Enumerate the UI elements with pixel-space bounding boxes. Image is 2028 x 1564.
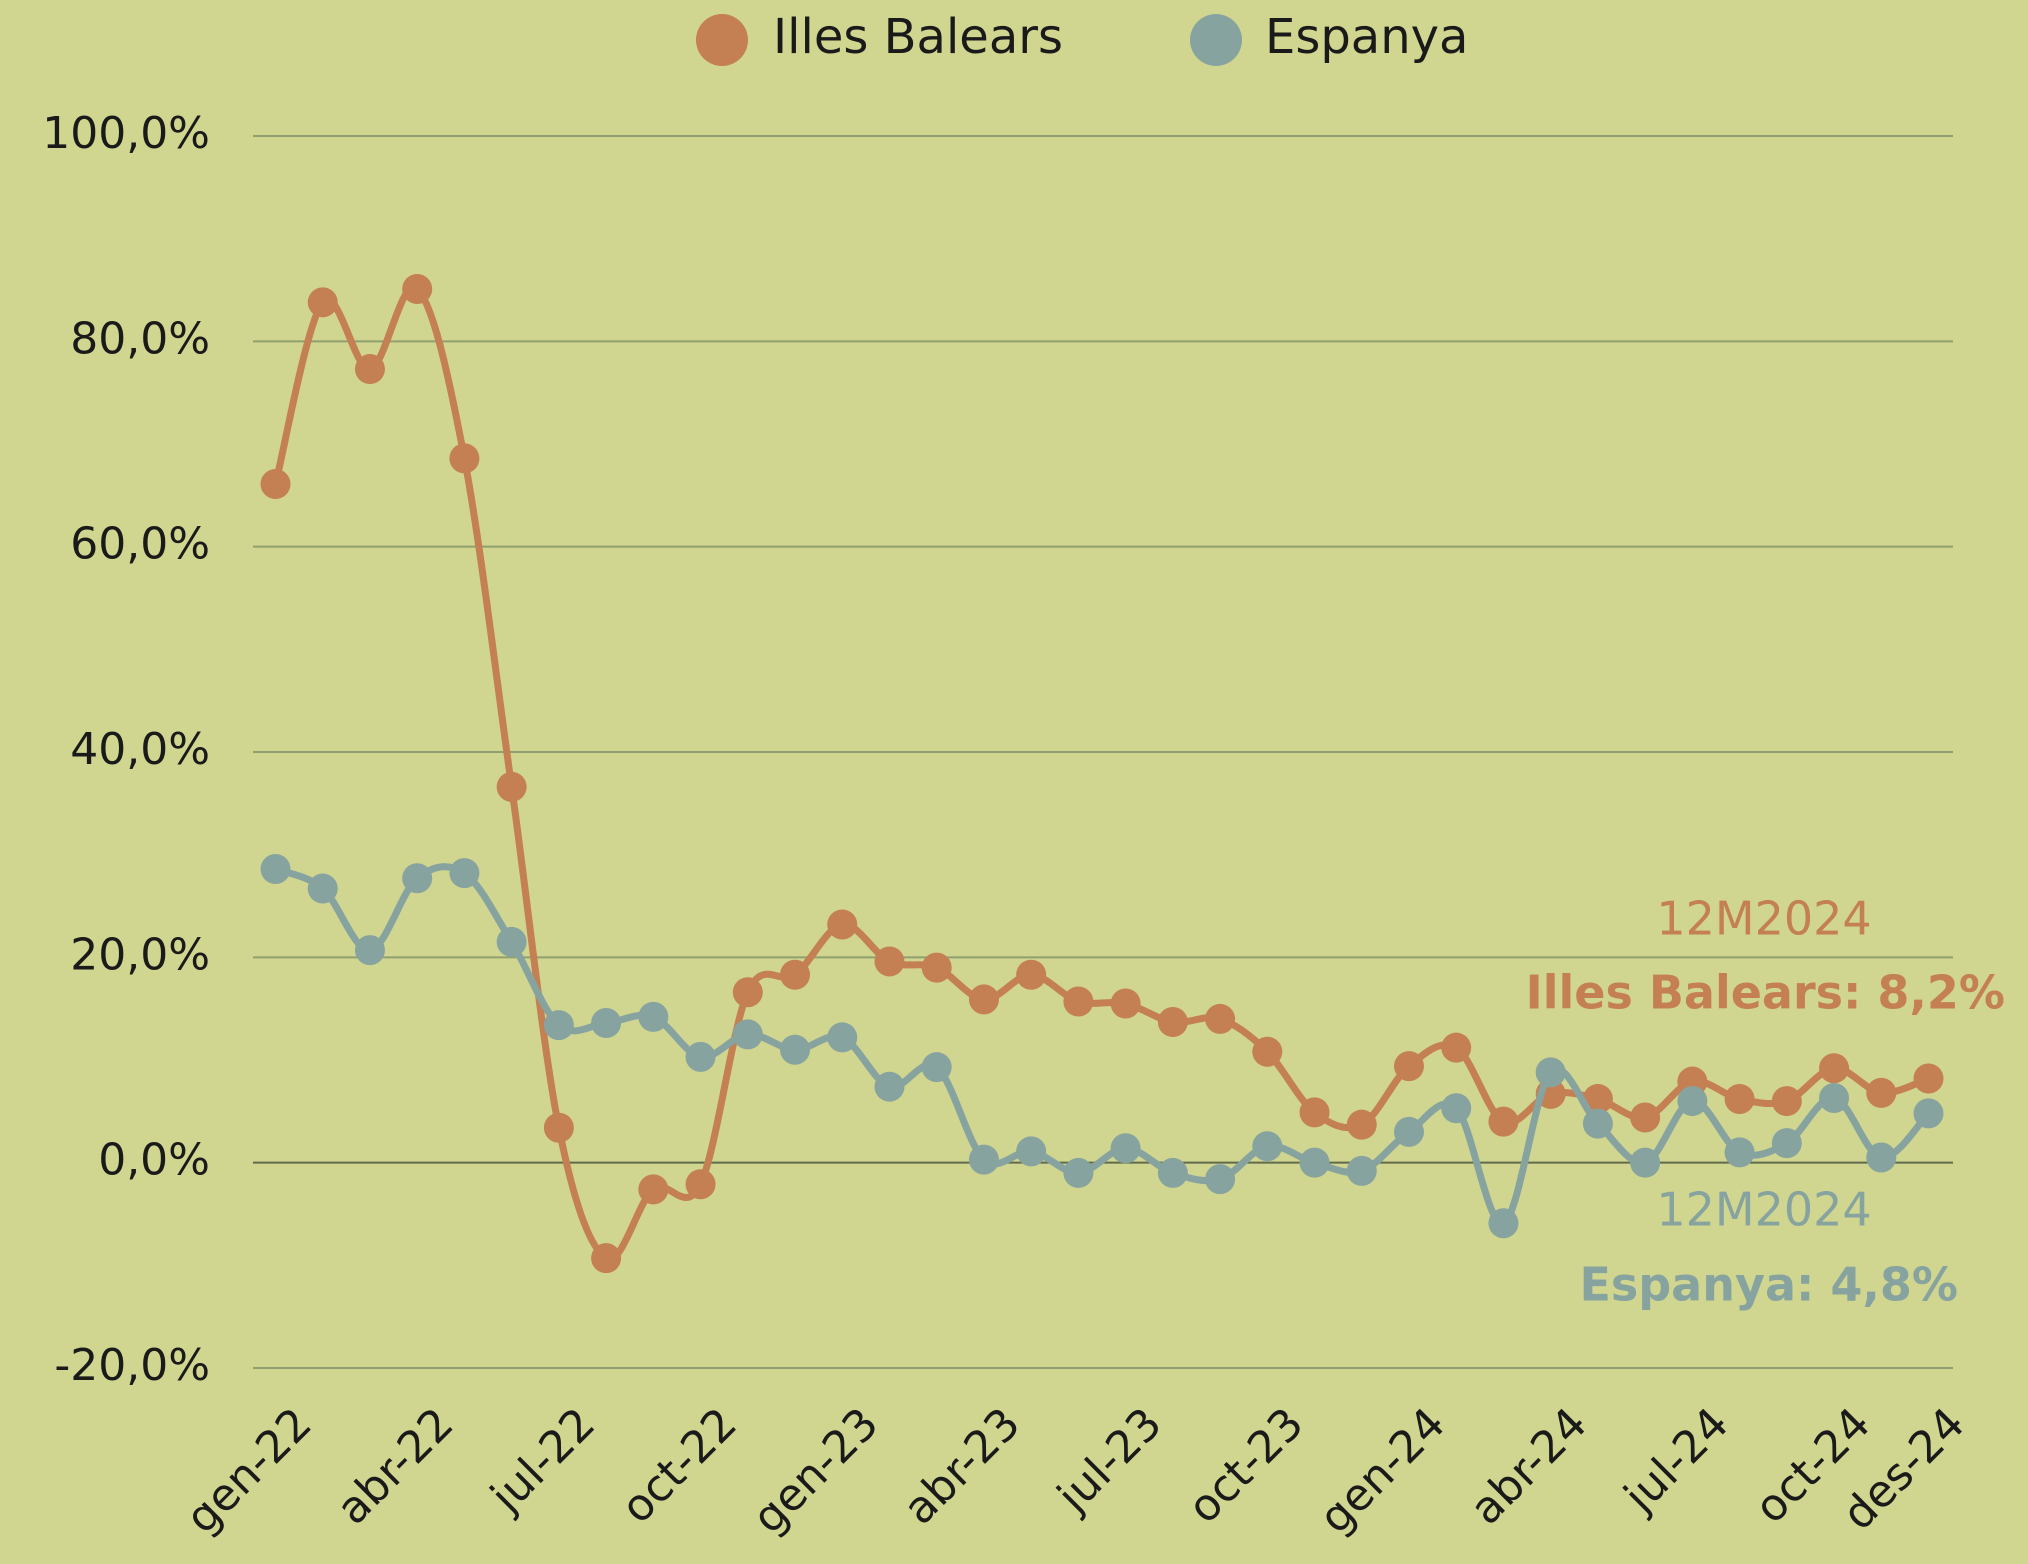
data-point (1582, 1084, 1613, 1115)
x-tick-label: oct-22 (612, 1398, 747, 1533)
data-point (1157, 1157, 1188, 1188)
data-point (591, 1243, 622, 1274)
x-tick-label: oct-23 (1178, 1398, 1313, 1533)
data-point (449, 443, 480, 474)
data-point (496, 771, 527, 802)
data-point (1063, 986, 1094, 1017)
data-point (1771, 1086, 1802, 1117)
x-tick-label: jul-22 (481, 1398, 606, 1523)
data-point (1819, 1053, 1850, 1084)
data-point (1205, 1164, 1236, 1195)
data-point (307, 287, 338, 318)
legend-marker (1190, 14, 1242, 66)
y-tick-label: 0,0% (98, 1135, 210, 1186)
data-point (1016, 959, 1047, 990)
data-point (1157, 1007, 1188, 1038)
data-point (1441, 1093, 1472, 1124)
data-point (1630, 1147, 1661, 1178)
y-tick-label: 100,0% (42, 108, 210, 159)
data-point (1819, 1082, 1850, 1113)
data-point (1110, 988, 1141, 1019)
data-point (1630, 1102, 1661, 1133)
data-point (1582, 1108, 1613, 1139)
data-point (402, 273, 433, 304)
annotation: Illes Balears: 8,2% (1526, 966, 2005, 1020)
x-tick-label: gen-24 (1310, 1398, 1455, 1543)
data-point (1677, 1086, 1708, 1117)
data-point (638, 1174, 669, 1205)
data-point (1063, 1157, 1094, 1188)
data-point (1299, 1097, 1330, 1128)
data-point (1346, 1155, 1377, 1186)
data-point (1866, 1077, 1897, 1108)
data-point (1110, 1133, 1141, 1164)
y-tick-label: 60,0% (70, 519, 210, 570)
x-tick-label: abr-23 (894, 1398, 1031, 1535)
data-point (1252, 1131, 1283, 1162)
data-point (1488, 1106, 1519, 1137)
annotation: 12M2024 (1656, 892, 1871, 946)
data-point (780, 1034, 811, 1065)
data-point (685, 1169, 716, 1200)
data-point (921, 1052, 952, 1083)
data-point (968, 984, 999, 1015)
data-point (685, 1041, 716, 1072)
data-point (591, 1008, 622, 1039)
data-point (1724, 1084, 1755, 1115)
data-point (827, 1022, 858, 1053)
x-tick-label: abr-24 (1460, 1398, 1597, 1535)
data-point (1771, 1128, 1802, 1159)
annotation: 12M2024 (1656, 1183, 1871, 1237)
data-point (1299, 1147, 1330, 1178)
x-tick-label: abr-22 (327, 1398, 464, 1535)
data-point (827, 909, 858, 940)
data-point (402, 863, 433, 894)
data-point (1913, 1098, 1944, 1129)
data-point (496, 926, 527, 957)
data-point (968, 1144, 999, 1175)
x-tick-label: gen-23 (743, 1398, 888, 1543)
data-point (543, 1112, 574, 1143)
annotation: Espanya: 4,8% (1579, 1258, 1958, 1312)
data-point (354, 935, 385, 966)
data-point (732, 1019, 763, 1050)
x-tick-label: jul-24 (1614, 1398, 1739, 1523)
data-point (1913, 1063, 1944, 1094)
data-point (874, 1071, 905, 1102)
data-point (1488, 1208, 1519, 1239)
y-tick-label: -20,0% (54, 1340, 210, 1391)
y-tick-label: 40,0% (70, 724, 210, 775)
data-point (1016, 1136, 1047, 1167)
legend-label: Illes Balears (773, 9, 1063, 65)
data-point (638, 1001, 669, 1032)
data-point (780, 959, 811, 990)
data-point (307, 873, 338, 904)
y-tick-label: 20,0% (70, 929, 210, 980)
data-point (921, 952, 952, 983)
legend-label: Espanya (1265, 9, 1468, 65)
x-tick-label: jul-23 (1047, 1398, 1172, 1523)
data-point (1393, 1051, 1424, 1082)
data-point (260, 469, 291, 500)
data-point (732, 977, 763, 1008)
data-point (260, 854, 291, 885)
data-point (1346, 1109, 1377, 1140)
data-point (1252, 1036, 1283, 1067)
data-point (1205, 1003, 1236, 1034)
data-point (449, 858, 480, 889)
data-point (1535, 1057, 1566, 1088)
legend-marker (696, 14, 748, 66)
x-tick-label: gen-22 (176, 1398, 321, 1543)
data-point (874, 946, 905, 977)
data-point (1441, 1032, 1472, 1063)
data-point (1724, 1137, 1755, 1168)
data-point (354, 354, 385, 385)
data-point (1393, 1116, 1424, 1147)
data-point (543, 1010, 574, 1041)
data-point (1866, 1142, 1897, 1173)
y-tick-label: 80,0% (70, 313, 210, 364)
